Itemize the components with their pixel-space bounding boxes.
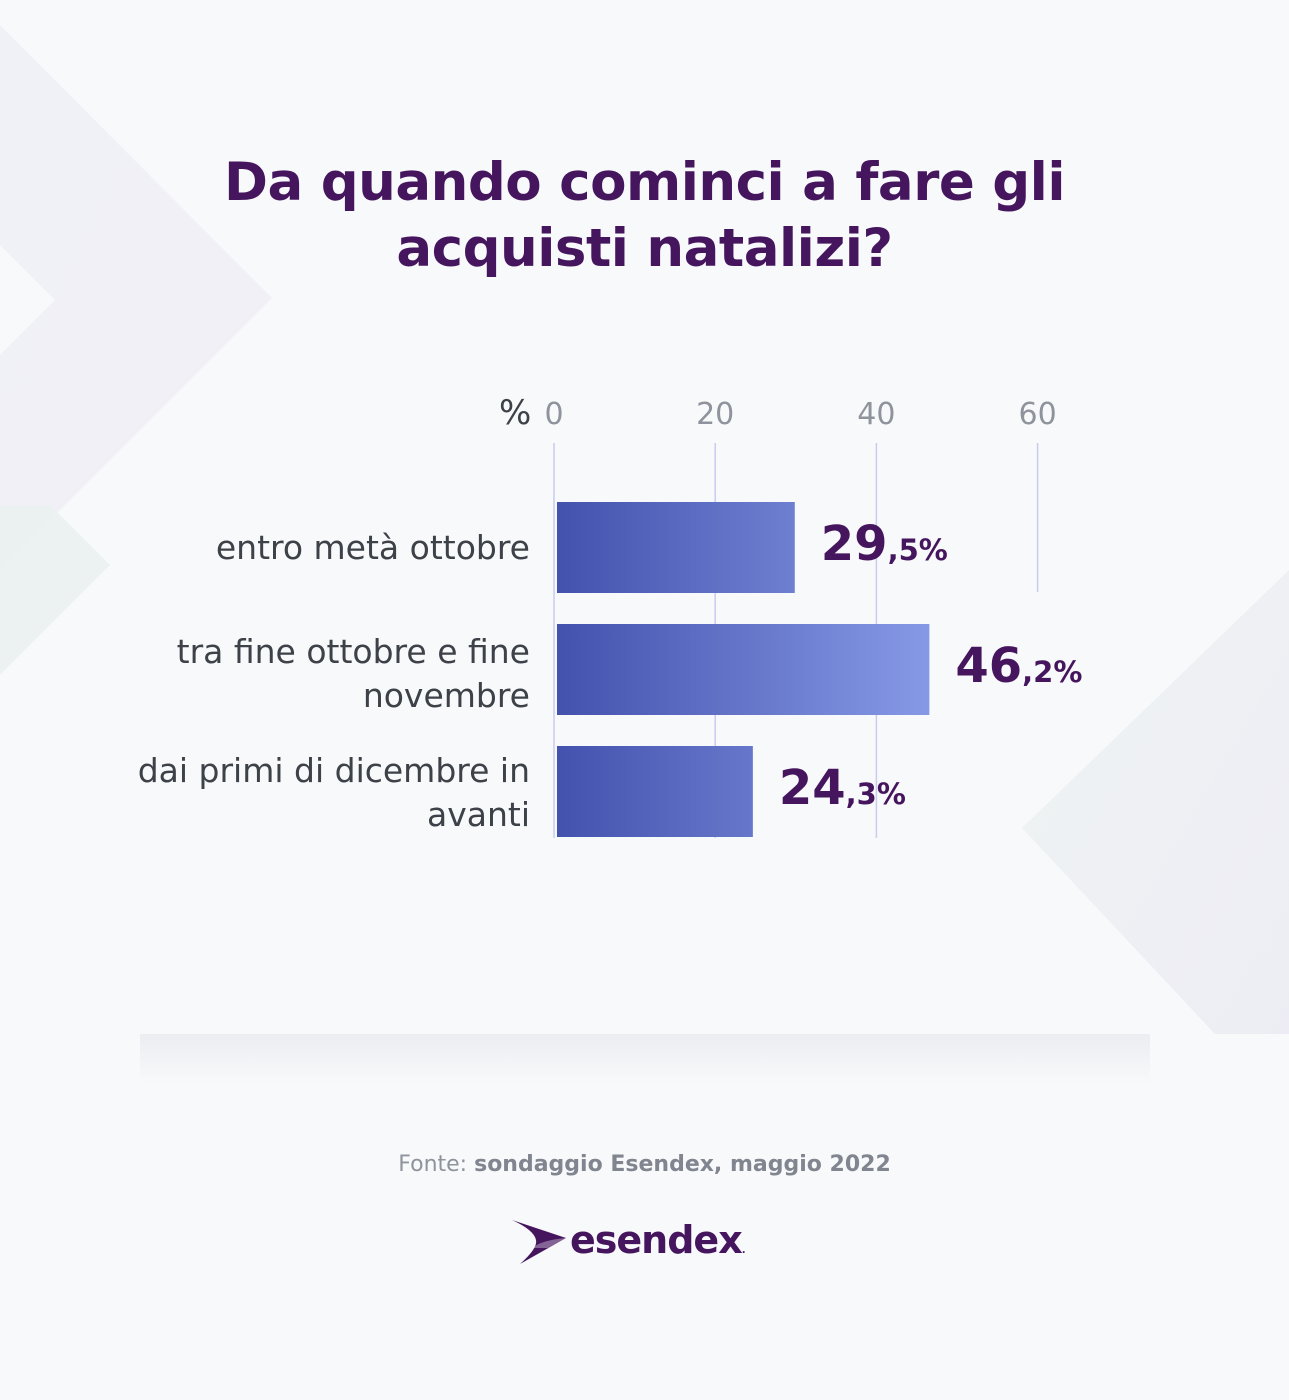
x-tick-label: 60: [1019, 397, 1057, 432]
source-prefix: Fonte:: [398, 1152, 468, 1177]
data-label-integer: 46: [955, 638, 1023, 694]
data-label-decimal: ,2%: [1022, 655, 1083, 689]
title-line-2: acquisti natalizi?: [396, 218, 893, 279]
bar: [557, 502, 795, 593]
category-label-line: dai primi di dicembre in: [137, 751, 530, 790]
category-label: entro metà ottobre: [70, 526, 530, 570]
source-note: Fonte: sondaggio Esendex, maggio 2022: [0, 1152, 1289, 1177]
data-label-decimal: ,3%: [845, 777, 906, 811]
data-label-integer: 29: [820, 516, 888, 572]
x-tick-label: 0: [544, 397, 563, 432]
data-label: 29,5%: [821, 516, 948, 572]
bar: [557, 624, 930, 715]
category-label: tra fine ottobre e fine novembre: [70, 630, 530, 718]
data-label: 24,3%: [779, 760, 906, 816]
x-tick-label: 40: [857, 397, 895, 432]
chart-title: Da quando cominci a fare gli acquisti na…: [0, 150, 1289, 282]
esendex-logo-icon: [512, 1220, 566, 1264]
category-label-line: avanti: [427, 795, 530, 834]
data-label-decimal: ,5%: [887, 533, 948, 567]
category-label-line: tra fine ottobre e fine: [176, 632, 530, 671]
x-tick-label: 20: [696, 397, 734, 432]
category-label: dai primi di dicembre in avanti: [70, 749, 530, 837]
category-label-line: novembre: [362, 676, 530, 715]
unit-label: %: [499, 393, 532, 433]
x-tick-labels: 0 20 40 60: [544, 397, 1056, 432]
category-label-line: entro metà ottobre: [215, 528, 530, 567]
brand-name-text: esendex: [570, 1218, 743, 1262]
brand-name: esendex.: [570, 1218, 745, 1262]
bar: [557, 746, 753, 837]
title-line-1: Da quando cominci a fare gli: [223, 152, 1066, 213]
source-text: sondaggio Esendex, maggio 2022: [474, 1152, 891, 1177]
bars: [557, 502, 930, 837]
brand-mark: .: [741, 1245, 746, 1256]
data-label-integer: 24: [778, 760, 846, 816]
data-label: 46,2%: [955, 638, 1082, 694]
